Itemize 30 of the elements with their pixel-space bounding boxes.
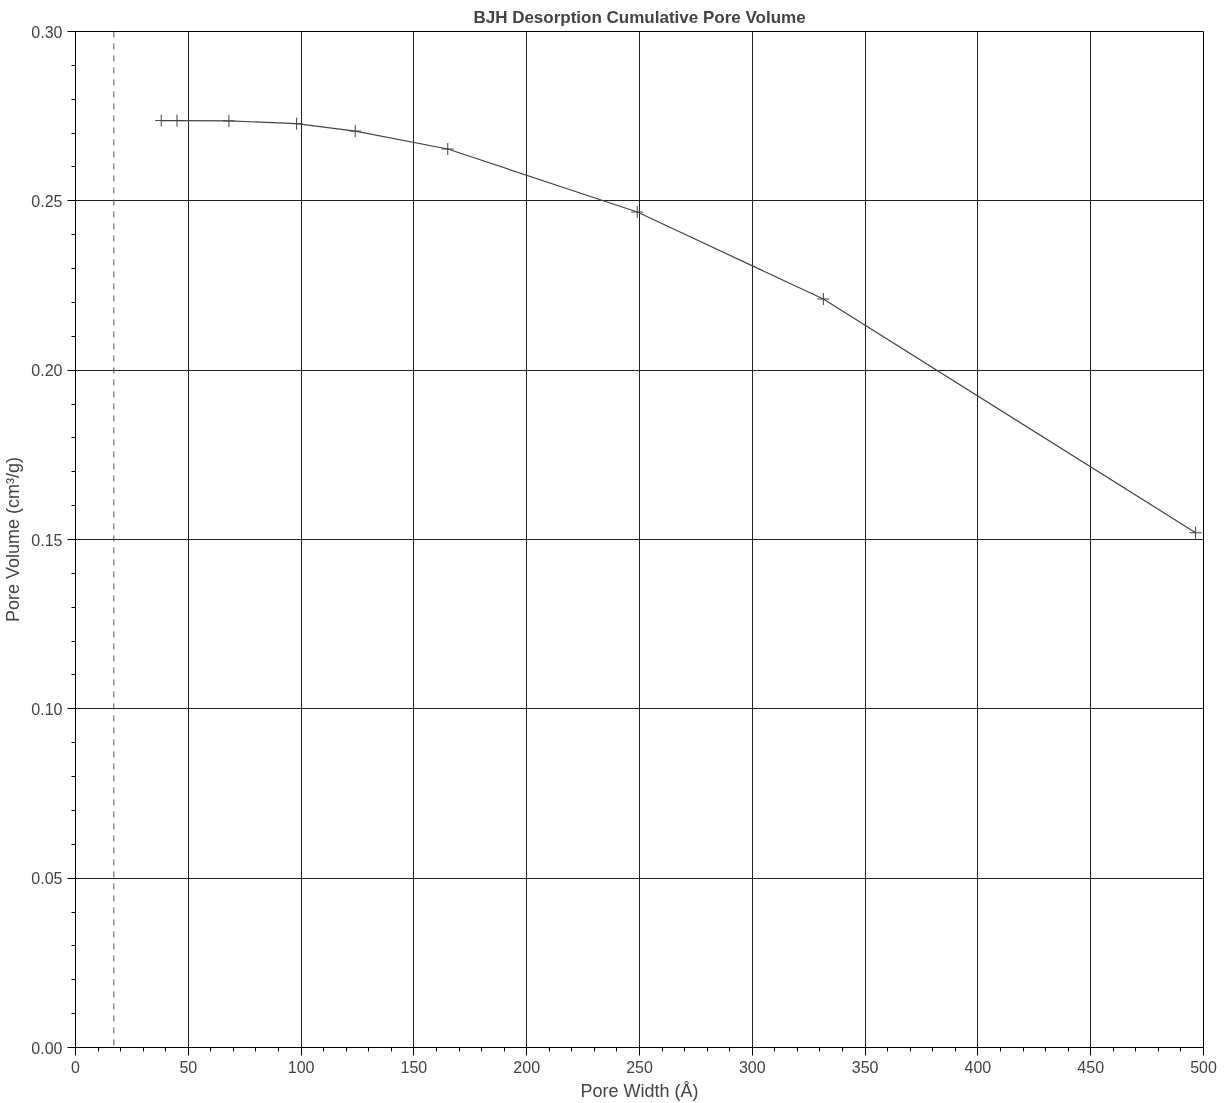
y-tick-label: 0.00 xyxy=(31,1039,63,1057)
y-tick-label: 0.10 xyxy=(31,700,63,718)
x-tick-label: 150 xyxy=(400,1058,428,1076)
point xyxy=(1189,526,1203,540)
y-axis-title: Pore Volume (cm³/g) xyxy=(3,456,24,623)
x-tick-label: 100 xyxy=(287,1058,315,1076)
x-tick-label: 400 xyxy=(964,1058,992,1076)
point xyxy=(816,292,830,306)
point xyxy=(154,114,168,128)
x-tick-label: 500 xyxy=(1190,1058,1217,1076)
y-tick-label: 0.30 xyxy=(31,23,63,41)
point xyxy=(290,117,304,131)
point xyxy=(170,114,184,128)
y-tick-label: 0.20 xyxy=(31,362,63,380)
x-tick-label: 450 xyxy=(1077,1058,1105,1076)
x-tick-label: 200 xyxy=(513,1058,541,1076)
point xyxy=(222,114,236,128)
y-tick-label: 0.15 xyxy=(31,531,63,549)
chart-title: BJH Desorption Cumulative Pore Volume xyxy=(473,7,806,27)
y-tick-label: 0.05 xyxy=(31,870,63,888)
x-tick-label: 350 xyxy=(851,1058,879,1076)
x-axis-title: Pore Width (Å) xyxy=(580,1080,699,1101)
x-tick-label: 0 xyxy=(71,1058,81,1076)
y-tick-label: 0.25 xyxy=(31,192,63,210)
point xyxy=(630,205,644,219)
point xyxy=(348,124,362,138)
x-tick-label: 250 xyxy=(626,1058,653,1076)
point xyxy=(441,142,455,156)
x-tick-label: 300 xyxy=(738,1058,766,1076)
x-tick-label: 50 xyxy=(179,1058,198,1076)
